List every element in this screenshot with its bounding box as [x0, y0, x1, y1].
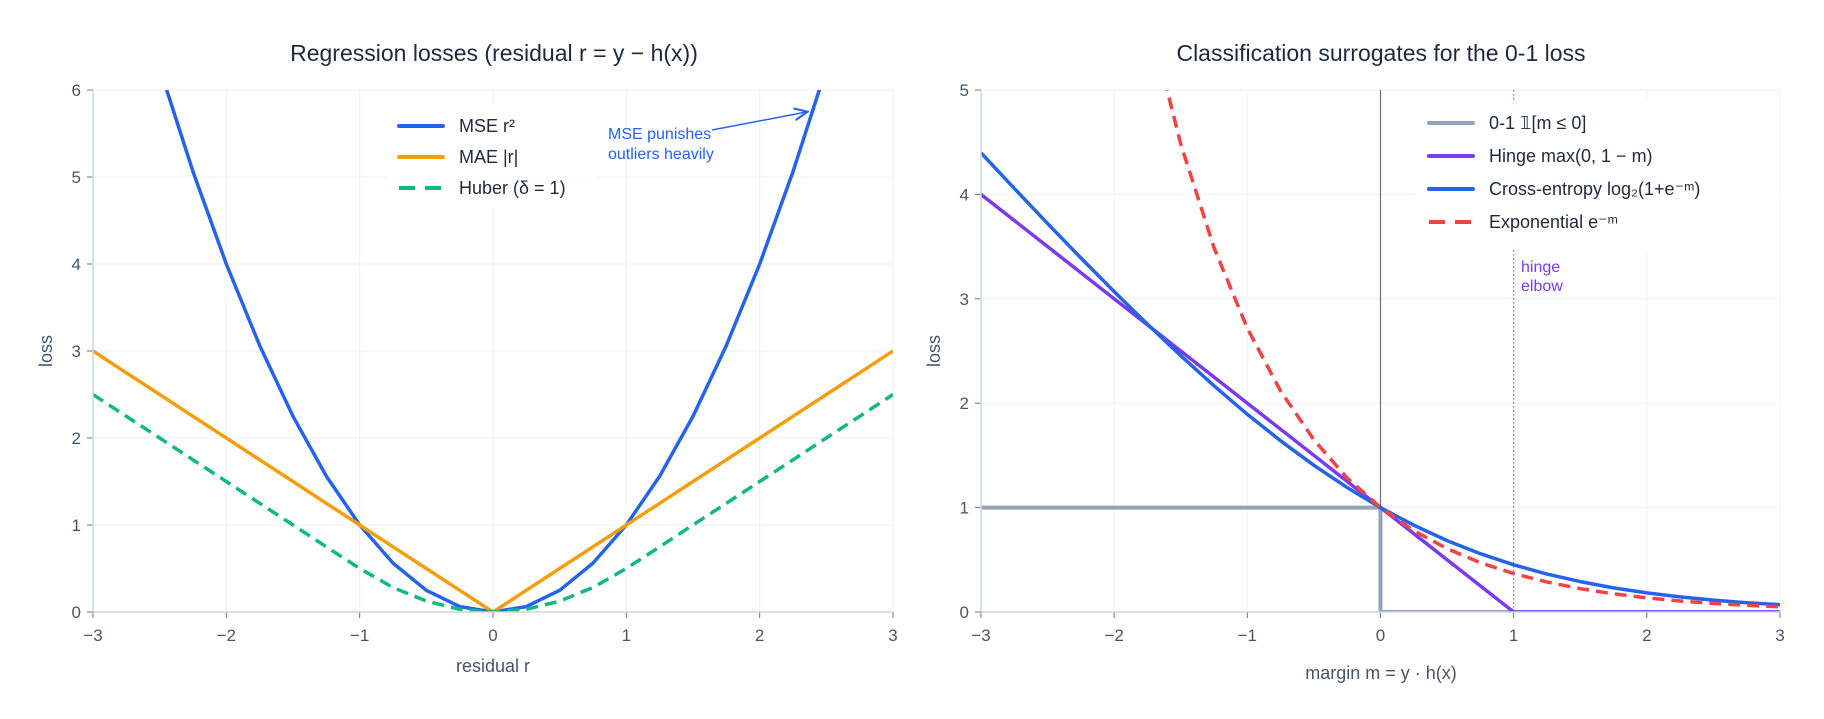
legend-label-cross-entropy: Cross-entropy log₂(1+e⁻ᵐ) [1489, 179, 1700, 199]
hinge-elbow-label: hinge elbow [1521, 259, 1563, 295]
annotation: MSE punishes outliers heavily [608, 112, 808, 163]
x-axis-label: residual r [456, 656, 530, 676]
x-tick-label: −3 [83, 626, 102, 645]
y-tick-label: 4 [960, 185, 969, 204]
regression-losses-chart: Regression losses (residual r = y − h(x)… [36, 40, 898, 676]
chart-title: Regression losses (residual r = y − h(x)… [290, 40, 698, 66]
legend-label-exponential: Exponential e⁻ᵐ [1489, 212, 1618, 232]
series-group [93, 90, 893, 612]
series-line-mae [93, 349, 893, 612]
legend-label-huber: Huber (δ = 1) [459, 178, 566, 198]
x-tick-label: 0 [488, 626, 497, 645]
y-tick-label: 2 [960, 394, 969, 413]
y-tick-label: 6 [72, 81, 81, 100]
y-tick-label: 4 [72, 255, 81, 274]
x-tick-label: 3 [1775, 626, 1784, 645]
y-tick-label: 5 [72, 168, 81, 187]
axes: −3 −2 −1 0 1 2 3 0 1 2 3 4 5 [960, 81, 1785, 645]
y-tick-label: 1 [72, 516, 81, 535]
axes: −3 −2 −1 0 1 2 3 0 1 2 3 4 5 6 [72, 81, 898, 645]
x-tick-label: 3 [888, 626, 897, 645]
annotation-arrow [711, 112, 808, 131]
series-line-huber [93, 393, 893, 612]
y-tick-label: 0 [960, 603, 969, 622]
legend-label-mse: MSE r² [459, 116, 515, 136]
legend-label-mae: MAE |r| [459, 147, 518, 167]
annotation-text-line-2: outliers heavily [608, 146, 714, 163]
series-line-mse [164, 90, 822, 612]
x-tick-label: 2 [1642, 626, 1651, 645]
legend: 0-1 𝟙[m ≤ 0] Hinge max(0, 1 − m) Cross-ent… [1416, 100, 1778, 250]
y-tick-label: 2 [72, 429, 81, 448]
x-axis-label: margin m = y · h(x) [1305, 663, 1457, 683]
y-axis-label: loss [36, 335, 56, 367]
x-tick-label: −3 [971, 626, 990, 645]
y-tick-label: 0 [72, 603, 81, 622]
series-line-cross-entropy [981, 151, 1780, 607]
hinge-elbow-label-line-2: elbow [1521, 278, 1563, 295]
chart-title: Classification surrogates for the 0-1 lo… [1176, 40, 1585, 66]
y-axis-label: loss [924, 335, 944, 367]
y-tick-label: 3 [960, 290, 969, 309]
x-tick-label: −1 [1238, 626, 1257, 645]
classification-surrogates-chart: Classification surrogates for the 0-1 lo… [924, 40, 1785, 683]
x-tick-label: 1 [1509, 626, 1518, 645]
legend: MSE r² MAE |r| Huber (δ = 1) [386, 104, 598, 208]
legend-background [1416, 100, 1778, 250]
legend-label-hinge: Hinge max(0, 1 − m) [1489, 146, 1653, 166]
hinge-elbow-label-line-1: hinge [1521, 259, 1560, 276]
series-line-0-1 [981, 505, 1780, 612]
x-tick-label: 1 [622, 626, 631, 645]
legend-label-0-1: 0-1 𝟙[m ≤ 0] [1489, 113, 1586, 133]
y-tick-label: 1 [960, 499, 969, 518]
y-tick-label: 5 [960, 81, 969, 100]
annotation-text-line-1: MSE punishes [608, 126, 711, 143]
x-tick-label: 0 [1376, 626, 1385, 645]
x-tick-label: 2 [755, 626, 764, 645]
series-group [981, 90, 1780, 612]
y-tick-label: 3 [72, 342, 81, 361]
x-tick-label: −1 [350, 626, 369, 645]
x-tick-label: −2 [217, 626, 236, 645]
x-tick-label: −2 [1104, 626, 1123, 645]
